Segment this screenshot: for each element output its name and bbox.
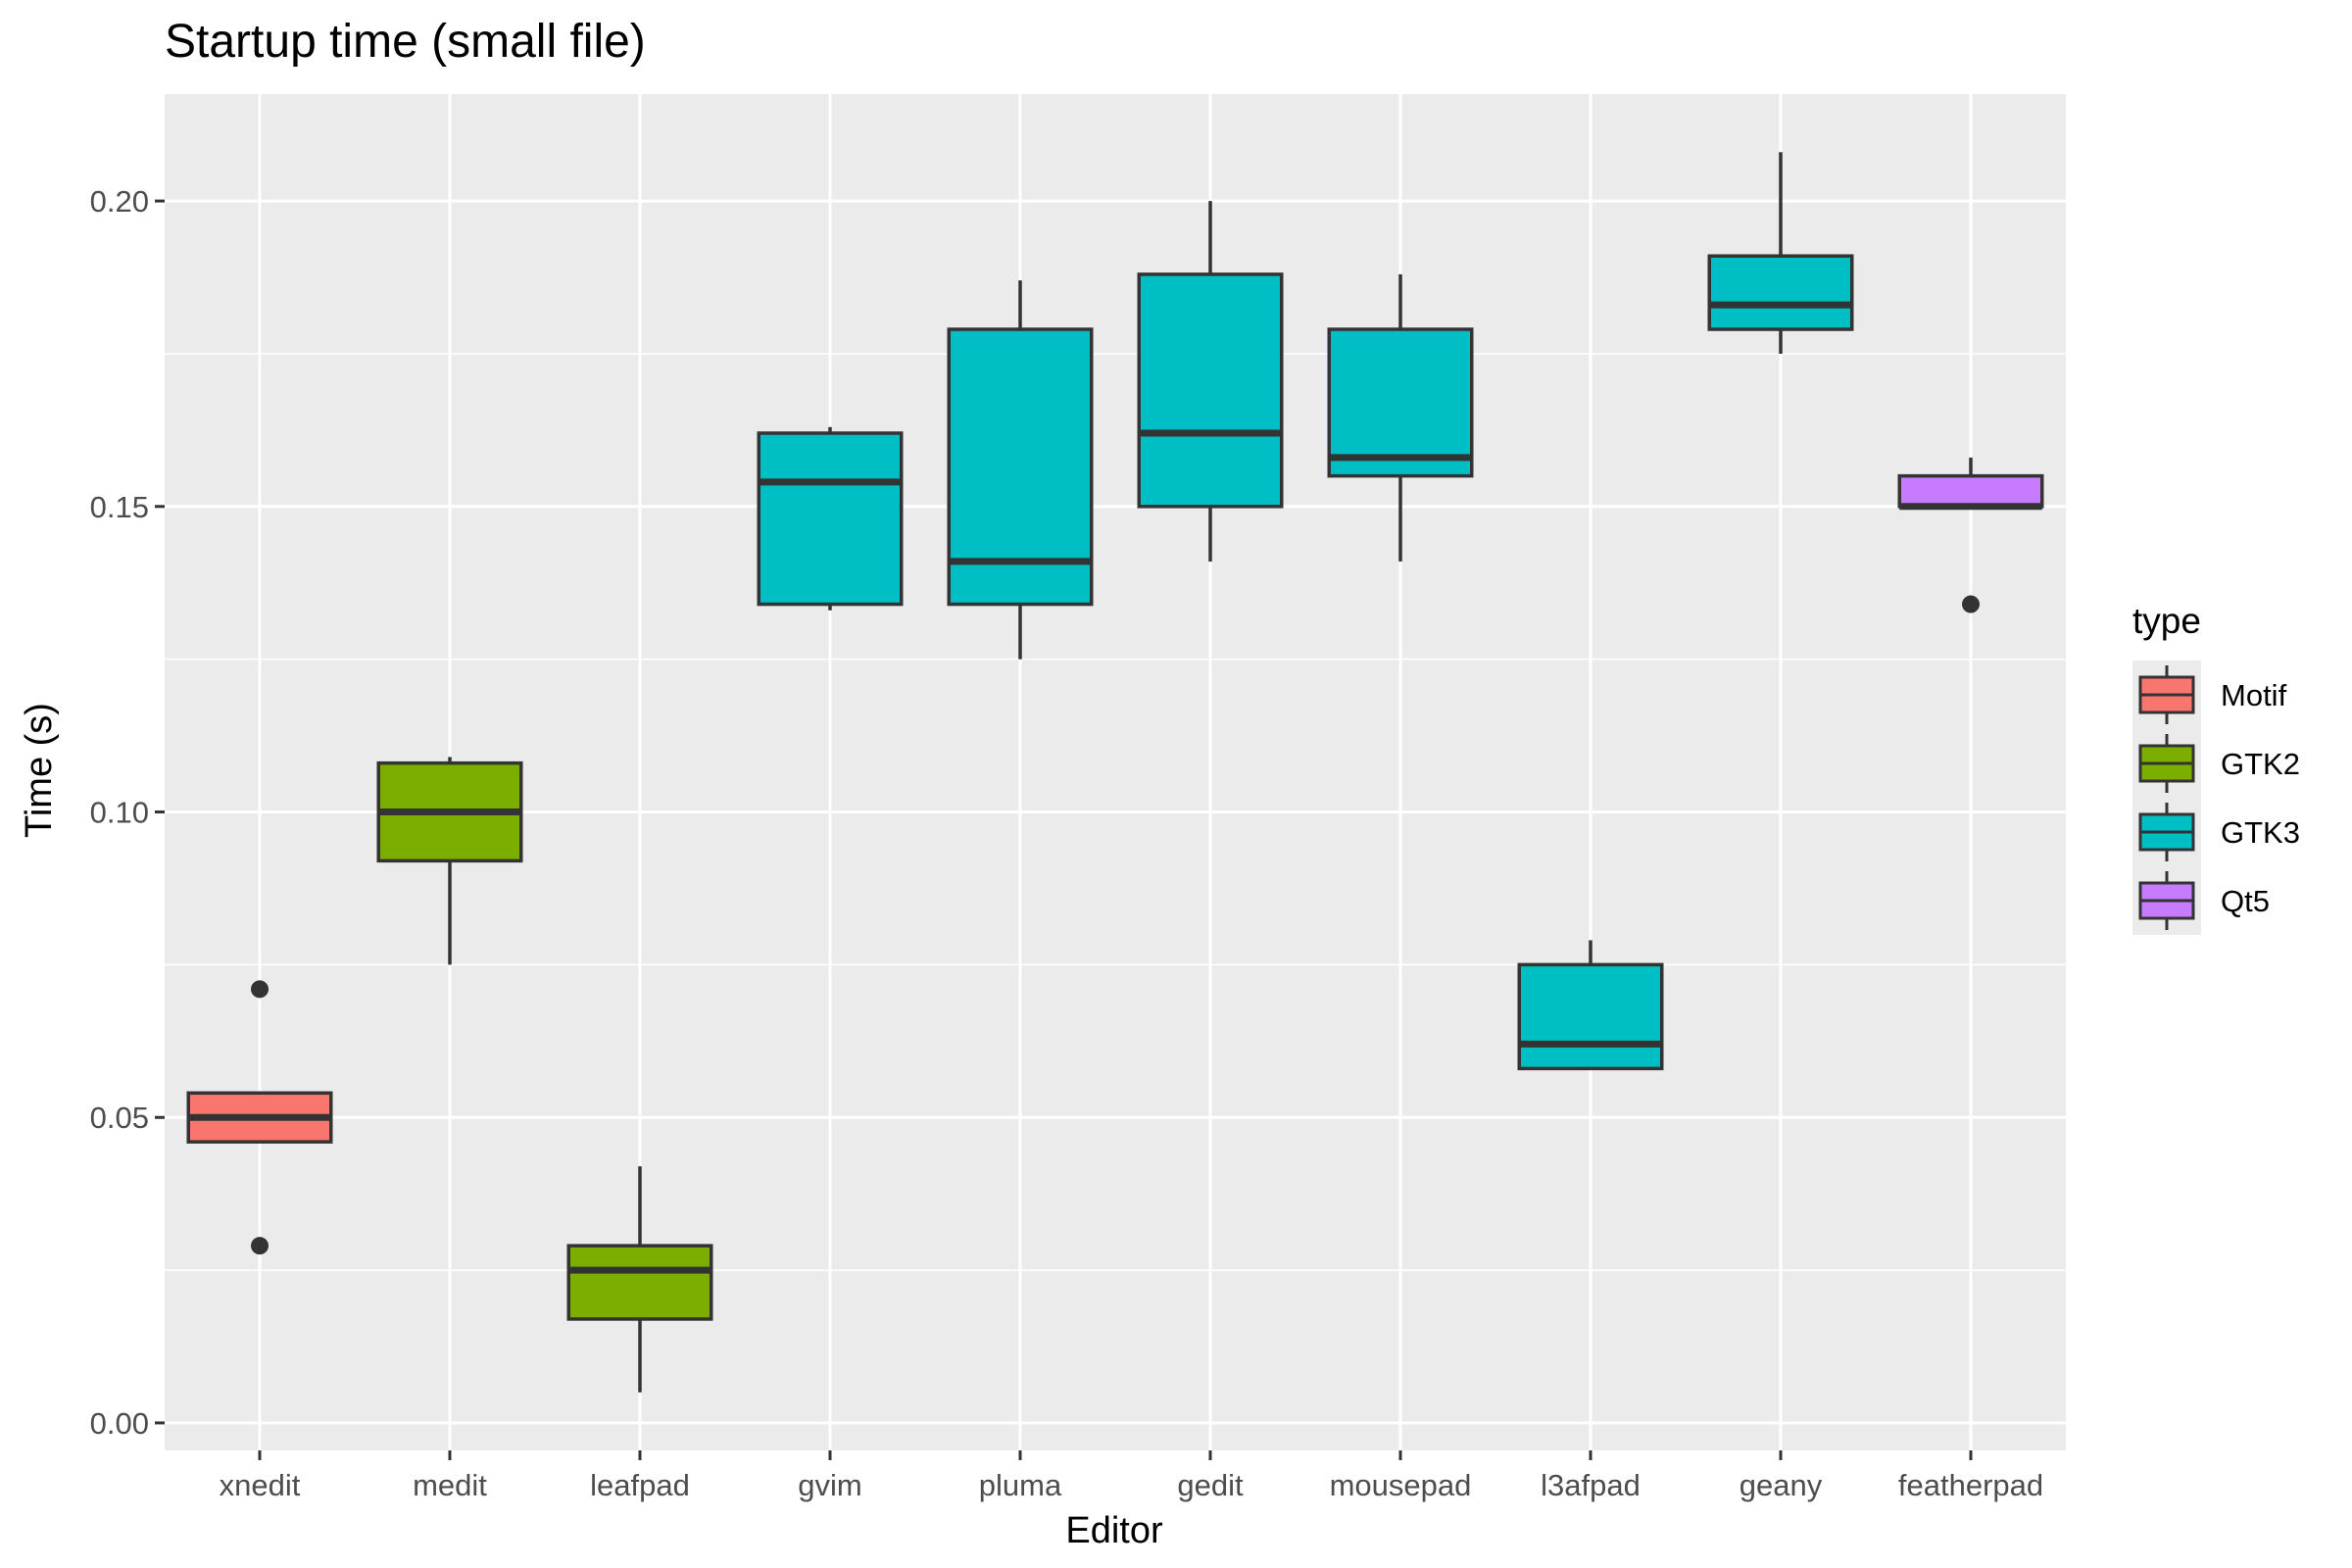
outlier-point bbox=[251, 1237, 269, 1255]
axes: 0.00 0.05 0.10 0.15 0.20 xnedit medit leafpad gv… bbox=[90, 184, 2043, 1502]
y-tick-label: 0.05 bbox=[90, 1101, 149, 1135]
legend: type Motif GTK2 GTK3 Qt5 bbox=[2132, 601, 2300, 935]
x-tick-label: xnedit bbox=[220, 1468, 301, 1502]
box-geany bbox=[1707, 152, 1854, 354]
box-body bbox=[1707, 254, 1854, 331]
x-tick-label: pluma bbox=[979, 1468, 1062, 1502]
x-tick-label: gedit bbox=[1177, 1468, 1244, 1502]
box-body bbox=[1897, 473, 2044, 509]
legend-label: GTK2 bbox=[2221, 747, 2300, 781]
x-tick-label: featherpad bbox=[1898, 1468, 2043, 1502]
box-l3afpad bbox=[1517, 940, 1664, 1071]
box-body bbox=[566, 1244, 713, 1321]
y-tick-label: 0.00 bbox=[90, 1406, 149, 1441]
chart-title: Startup time (small file) bbox=[165, 16, 646, 68]
box-medit bbox=[376, 757, 523, 965]
x-axis-title: Editor bbox=[1065, 1510, 1163, 1551]
box-xnedit bbox=[186, 980, 333, 1255]
legend-title: type bbox=[2132, 601, 2201, 641]
x-tick-label: mousepad bbox=[1330, 1468, 1472, 1502]
box-layer bbox=[186, 152, 2044, 1393]
legend-item-gtk2: GTK2 bbox=[2138, 734, 2300, 793]
box-leafpad bbox=[566, 1166, 713, 1393]
legend-item-motif: Motif bbox=[2138, 665, 2287, 724]
box-pluma bbox=[947, 280, 1094, 660]
legend-item-qt5: Qt5 bbox=[2138, 871, 2270, 930]
x-tick-label: l3afpad bbox=[1541, 1468, 1641, 1502]
x-tick-label: leafpad bbox=[590, 1468, 690, 1502]
y-tick-label: 0.20 bbox=[90, 184, 149, 219]
y-tick-label: 0.15 bbox=[90, 490, 149, 524]
legend-label: GTK3 bbox=[2221, 815, 2300, 850]
legend-item-gtk3: GTK3 bbox=[2138, 803, 2300, 861]
x-tick-label: geany bbox=[1740, 1468, 1823, 1502]
box-gedit bbox=[1137, 201, 1284, 562]
box-body bbox=[757, 431, 904, 607]
x-tick-label: medit bbox=[413, 1468, 487, 1502]
box-body bbox=[1517, 962, 1664, 1071]
box-featherpad bbox=[1897, 457, 2044, 613]
box-body bbox=[1137, 272, 1284, 509]
box-gvim bbox=[757, 426, 904, 611]
outlier-point bbox=[251, 980, 269, 999]
box-body bbox=[1327, 327, 1474, 478]
legend-label: Qt5 bbox=[2221, 884, 2270, 918]
legend-label: Motif bbox=[2221, 678, 2287, 712]
y-axis-title: Time (s) bbox=[19, 703, 60, 838]
box-mousepad bbox=[1327, 273, 1474, 562]
outlier-point bbox=[1962, 595, 1980, 613]
y-tick-label: 0.10 bbox=[90, 796, 149, 830]
x-tick-label: gvim bbox=[798, 1468, 861, 1502]
